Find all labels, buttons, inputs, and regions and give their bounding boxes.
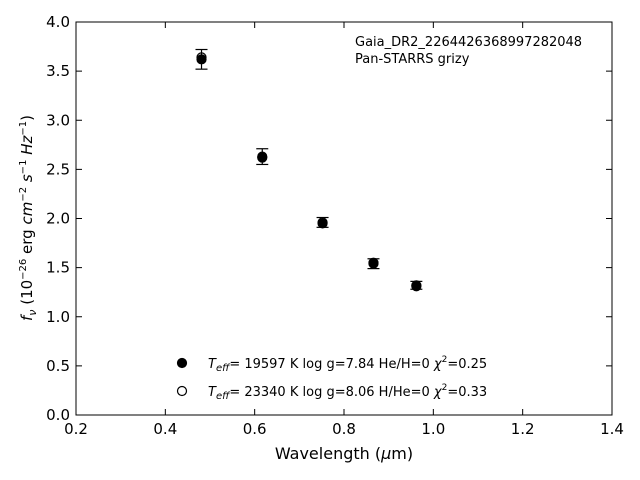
object-name-annotation: Gaia_DR2_2264426368997282048	[355, 35, 582, 50]
x-tick-label: 0.4	[153, 420, 177, 438]
photometry-annotation: Pan-STARRS grizy	[355, 52, 470, 67]
y-tick-label: 2.0	[46, 210, 70, 228]
model-point-filled	[196, 54, 207, 65]
model-point-open	[368, 257, 379, 268]
y-axis-ticks: 0.0 0.5 1.0 1.5 2.0 2.5 3.0 3.5 4.0	[46, 13, 612, 424]
y-tick-label: 2.5	[46, 160, 70, 178]
y-tick-label: 1.0	[46, 308, 70, 326]
y-axis-label: fν (10−26 erg cm−2 s−1 Hz−1)	[18, 115, 39, 321]
legend-entry-label: Teff= 19597 K log g=7.84 He/H=0 χ2=0.25	[208, 355, 487, 374]
y-tick-label: 4.0	[46, 13, 70, 31]
x-axis-label: Wavelength (μm)	[275, 444, 413, 463]
y-tick-label: 1.5	[46, 259, 70, 277]
legend: Teff= 19597 K log g=7.84 He/H=0 χ2=0.25 T…	[176, 355, 487, 402]
x-tick-label: 0.6	[243, 420, 267, 438]
x-axis-ticks: 0.2 0.4 0.6 0.8 1.0 1.2 1.4	[64, 22, 624, 438]
model-point-open	[257, 151, 268, 162]
x-tick-label: 0.2	[64, 420, 88, 438]
x-tick-label: 1.0	[421, 420, 445, 438]
y-tick-label: 3.0	[46, 111, 70, 129]
y-tick-label: 3.5	[46, 62, 70, 80]
model-point-open	[196, 52, 207, 63]
model-point-open	[411, 280, 422, 291]
data-layer	[195, 48, 423, 292]
legend-marker-open	[176, 385, 188, 397]
x-tick-label: 1.2	[511, 420, 535, 438]
y-tick-label: 0.0	[46, 406, 70, 424]
model-point-open	[317, 217, 328, 228]
x-tick-label: 1.4	[600, 420, 624, 438]
x-tick-label: 0.8	[332, 420, 356, 438]
legend-entry-label: Teff= 23340 K log g=8.06 H/He=0 χ2=0.33	[208, 383, 487, 402]
legend-marker-filled	[176, 357, 188, 369]
y-tick-label: 0.5	[46, 357, 70, 375]
